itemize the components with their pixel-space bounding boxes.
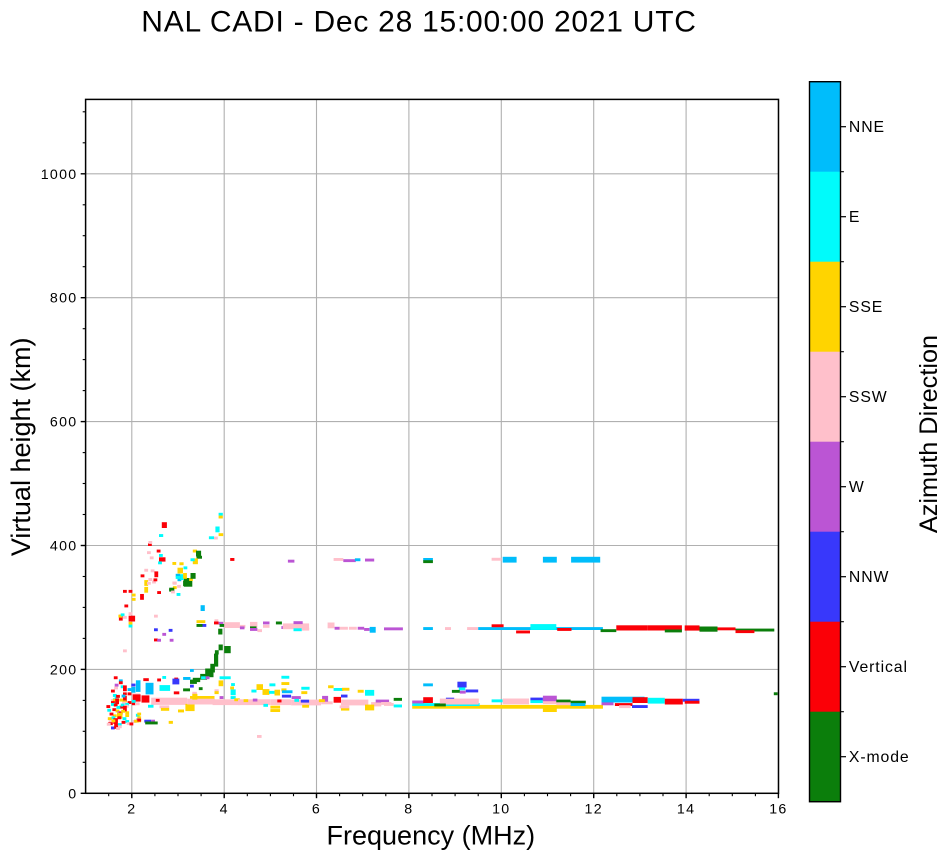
svg-text:800: 800 <box>50 291 78 307</box>
svg-text:NNW: NNW <box>849 569 889 586</box>
svg-text:1000: 1000 <box>41 167 78 183</box>
svg-text:14: 14 <box>677 802 695 818</box>
svg-text:10: 10 <box>492 802 510 818</box>
svg-text:6: 6 <box>312 802 321 818</box>
svg-text:Vertical: Vertical <box>849 659 908 676</box>
svg-text:2: 2 <box>127 802 136 818</box>
svg-text:E: E <box>849 209 860 226</box>
svg-text:16: 16 <box>769 802 787 818</box>
svg-text:8: 8 <box>404 802 413 818</box>
svg-text:600: 600 <box>50 415 78 431</box>
svg-text:0: 0 <box>68 786 77 802</box>
svg-text:12: 12 <box>585 802 603 818</box>
svg-text:W: W <box>849 479 865 496</box>
svg-text:SSE: SSE <box>849 299 883 316</box>
svg-text:NNE: NNE <box>849 119 885 136</box>
svg-text:200: 200 <box>50 662 78 678</box>
svg-text:Azimuth Direction: Azimuth Direction <box>915 335 943 533</box>
svg-text:X-mode: X-mode <box>849 749 910 766</box>
svg-text:Frequency (MHz): Frequency (MHz) <box>327 820 536 850</box>
svg-text:4: 4 <box>220 802 229 818</box>
svg-text:Virtual height (km): Virtual height (km) <box>6 338 36 557</box>
svg-text:NAL CADI - Dec 28 15:00:00 202: NAL CADI - Dec 28 15:00:00 2021 UTC <box>141 5 696 38</box>
svg-text:SSW: SSW <box>849 389 888 406</box>
svg-text:400: 400 <box>50 539 78 555</box>
